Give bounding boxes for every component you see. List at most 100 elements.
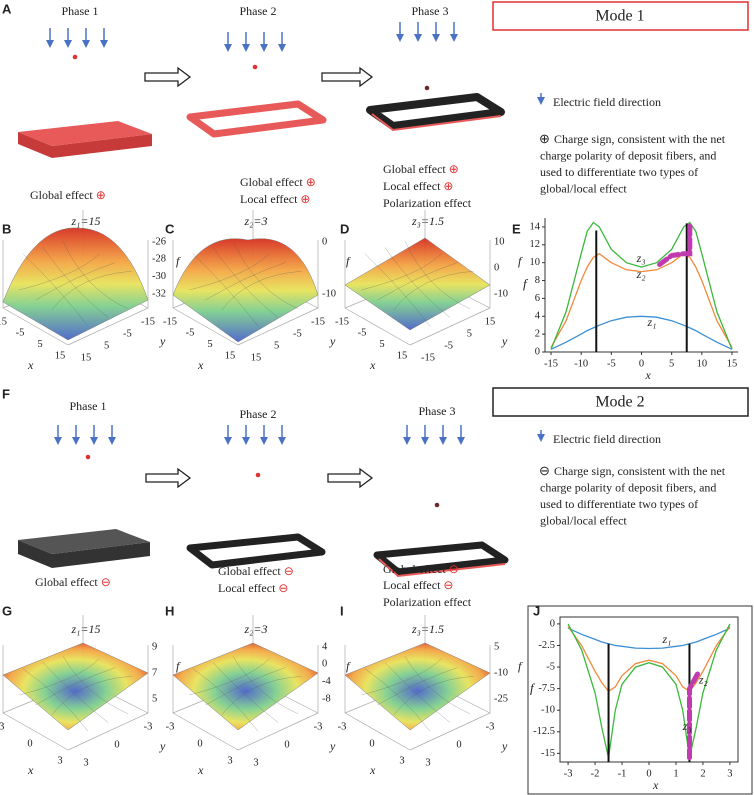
series-label: z₁	[661, 632, 671, 646]
surface	[344, 642, 491, 731]
surface-mesh	[192, 668, 259, 732]
panel-j-frame	[527, 605, 753, 795]
box-edge	[172, 712, 239, 751]
x-tick-label: 15	[225, 350, 236, 361]
y-tick-label: -5	[546, 661, 555, 672]
x-tick-label: 0	[27, 738, 32, 749]
f-tick-label: -25	[494, 693, 508, 704]
series-label: z₂	[698, 673, 708, 687]
surface-mesh	[22, 253, 89, 327]
series-label: z₂	[636, 267, 646, 281]
f-tick-label: 10	[494, 236, 505, 247]
slab-top	[18, 121, 152, 146]
x-tick-label: -5	[16, 328, 25, 339]
f-axis-label: f	[176, 254, 181, 268]
surface-mesh	[377, 667, 458, 706]
slab-side	[52, 134, 152, 158]
y-tick-label: 5	[104, 340, 109, 351]
field-arrow-head	[260, 437, 268, 445]
legend-text: used to differentiate two types of	[540, 165, 698, 179]
field-arrow-head	[54, 437, 62, 445]
caption-text: Local effect	[218, 581, 276, 595]
x-tick-label: -15	[0, 316, 7, 327]
x-tick-label: -1	[618, 768, 627, 779]
y-tick-label: -15	[311, 316, 325, 327]
panel-label: C	[165, 221, 175, 236]
x-axis-label: x	[369, 358, 376, 372]
box-edge	[409, 307, 491, 346]
legend-text: Charge sign, consistent with the net	[554, 132, 726, 146]
x-tick-label: 10	[697, 358, 708, 369]
x-axis-label: x	[27, 358, 34, 372]
panel-label: B	[2, 221, 11, 236]
plot-frame	[559, 616, 739, 763]
caption-text: Global effect	[383, 162, 446, 176]
caption-text: Global effect	[35, 575, 98, 589]
caption: Local effect ⊖	[383, 578, 453, 592]
surface	[172, 642, 319, 731]
surface-mesh	[35, 262, 116, 301]
field-arrow-head	[242, 44, 250, 52]
caption: Polarization effect	[383, 595, 472, 609]
y-tick-label: -5	[293, 328, 302, 339]
y-axis-label: y	[159, 739, 166, 753]
phase-arrow	[327, 467, 374, 489]
f-tick-label: -4	[322, 676, 331, 687]
y-tick-label: 5	[467, 328, 472, 339]
y-tick-label: 5	[274, 340, 279, 351]
line-series	[550, 252, 733, 348]
line-series	[567, 627, 731, 650]
field-arrow-head	[278, 44, 286, 52]
frame	[186, 100, 327, 138]
field-arrow-head	[403, 437, 411, 445]
phase-arrow	[144, 66, 192, 88]
y-tick-label: 10	[530, 257, 541, 268]
legend-text: charge polarity of deposit fibers, and	[540, 148, 716, 162]
f-tick-label: 9	[152, 641, 157, 652]
f-tick-label: 5	[494, 641, 499, 652]
frame-edge	[371, 113, 502, 132]
legend-text: Electric field direction	[553, 432, 661, 446]
x-tick-label: -3	[166, 721, 175, 732]
panel-label: F	[2, 386, 10, 401]
caption: Global effect ⊖	[35, 575, 111, 589]
f-axis-label: f	[346, 659, 351, 673]
x-tick-label: 3	[227, 755, 232, 766]
panel-label: J	[533, 603, 540, 618]
caption-text: Local effect	[383, 179, 441, 193]
f-tick-label: -10	[494, 288, 508, 299]
f-axis-label: f	[518, 659, 523, 673]
caption-text: Global effect	[218, 564, 281, 578]
x-tick-label: 0	[639, 358, 644, 369]
x-tick-label: 15	[55, 350, 66, 361]
charge-sign: ⊖	[449, 562, 459, 576]
y-tick-label: -3	[314, 721, 323, 732]
y-tick-label: -3	[486, 721, 495, 732]
charge-sign: ⊖	[278, 581, 288, 595]
legend-text: global/local effect	[540, 513, 627, 527]
caption: Global effect ⊕	[30, 188, 106, 202]
surface-mesh	[364, 668, 431, 732]
surface-mesh	[377, 262, 458, 301]
field-arrow-head	[90, 437, 98, 445]
x-tick-label: 0	[369, 738, 374, 749]
box-edge	[67, 712, 149, 751]
legend-text: used to differentiate two types of	[540, 497, 698, 511]
box-edge	[237, 712, 319, 751]
panel-label: H	[165, 603, 174, 618]
caption: Global effect ⊕	[383, 162, 459, 176]
y-tick-label: 8	[535, 275, 540, 286]
y-tick-label: 3	[83, 757, 88, 768]
x-tick-label: 0	[197, 738, 202, 749]
field-arrow-head	[260, 44, 268, 52]
line-series	[567, 626, 731, 693]
x-tick-label: 3	[399, 755, 404, 766]
surface-title: z₃=1.5	[411, 622, 444, 636]
surface-mesh	[221, 271, 302, 311]
x-tick-label: -3	[564, 768, 573, 779]
x-tick-label: -3	[0, 721, 4, 732]
f-tick-label: 7	[152, 667, 157, 678]
y-tick-label: 6	[535, 293, 540, 304]
y-tick-label: 0	[550, 618, 555, 629]
surface-mesh	[62, 656, 129, 714]
